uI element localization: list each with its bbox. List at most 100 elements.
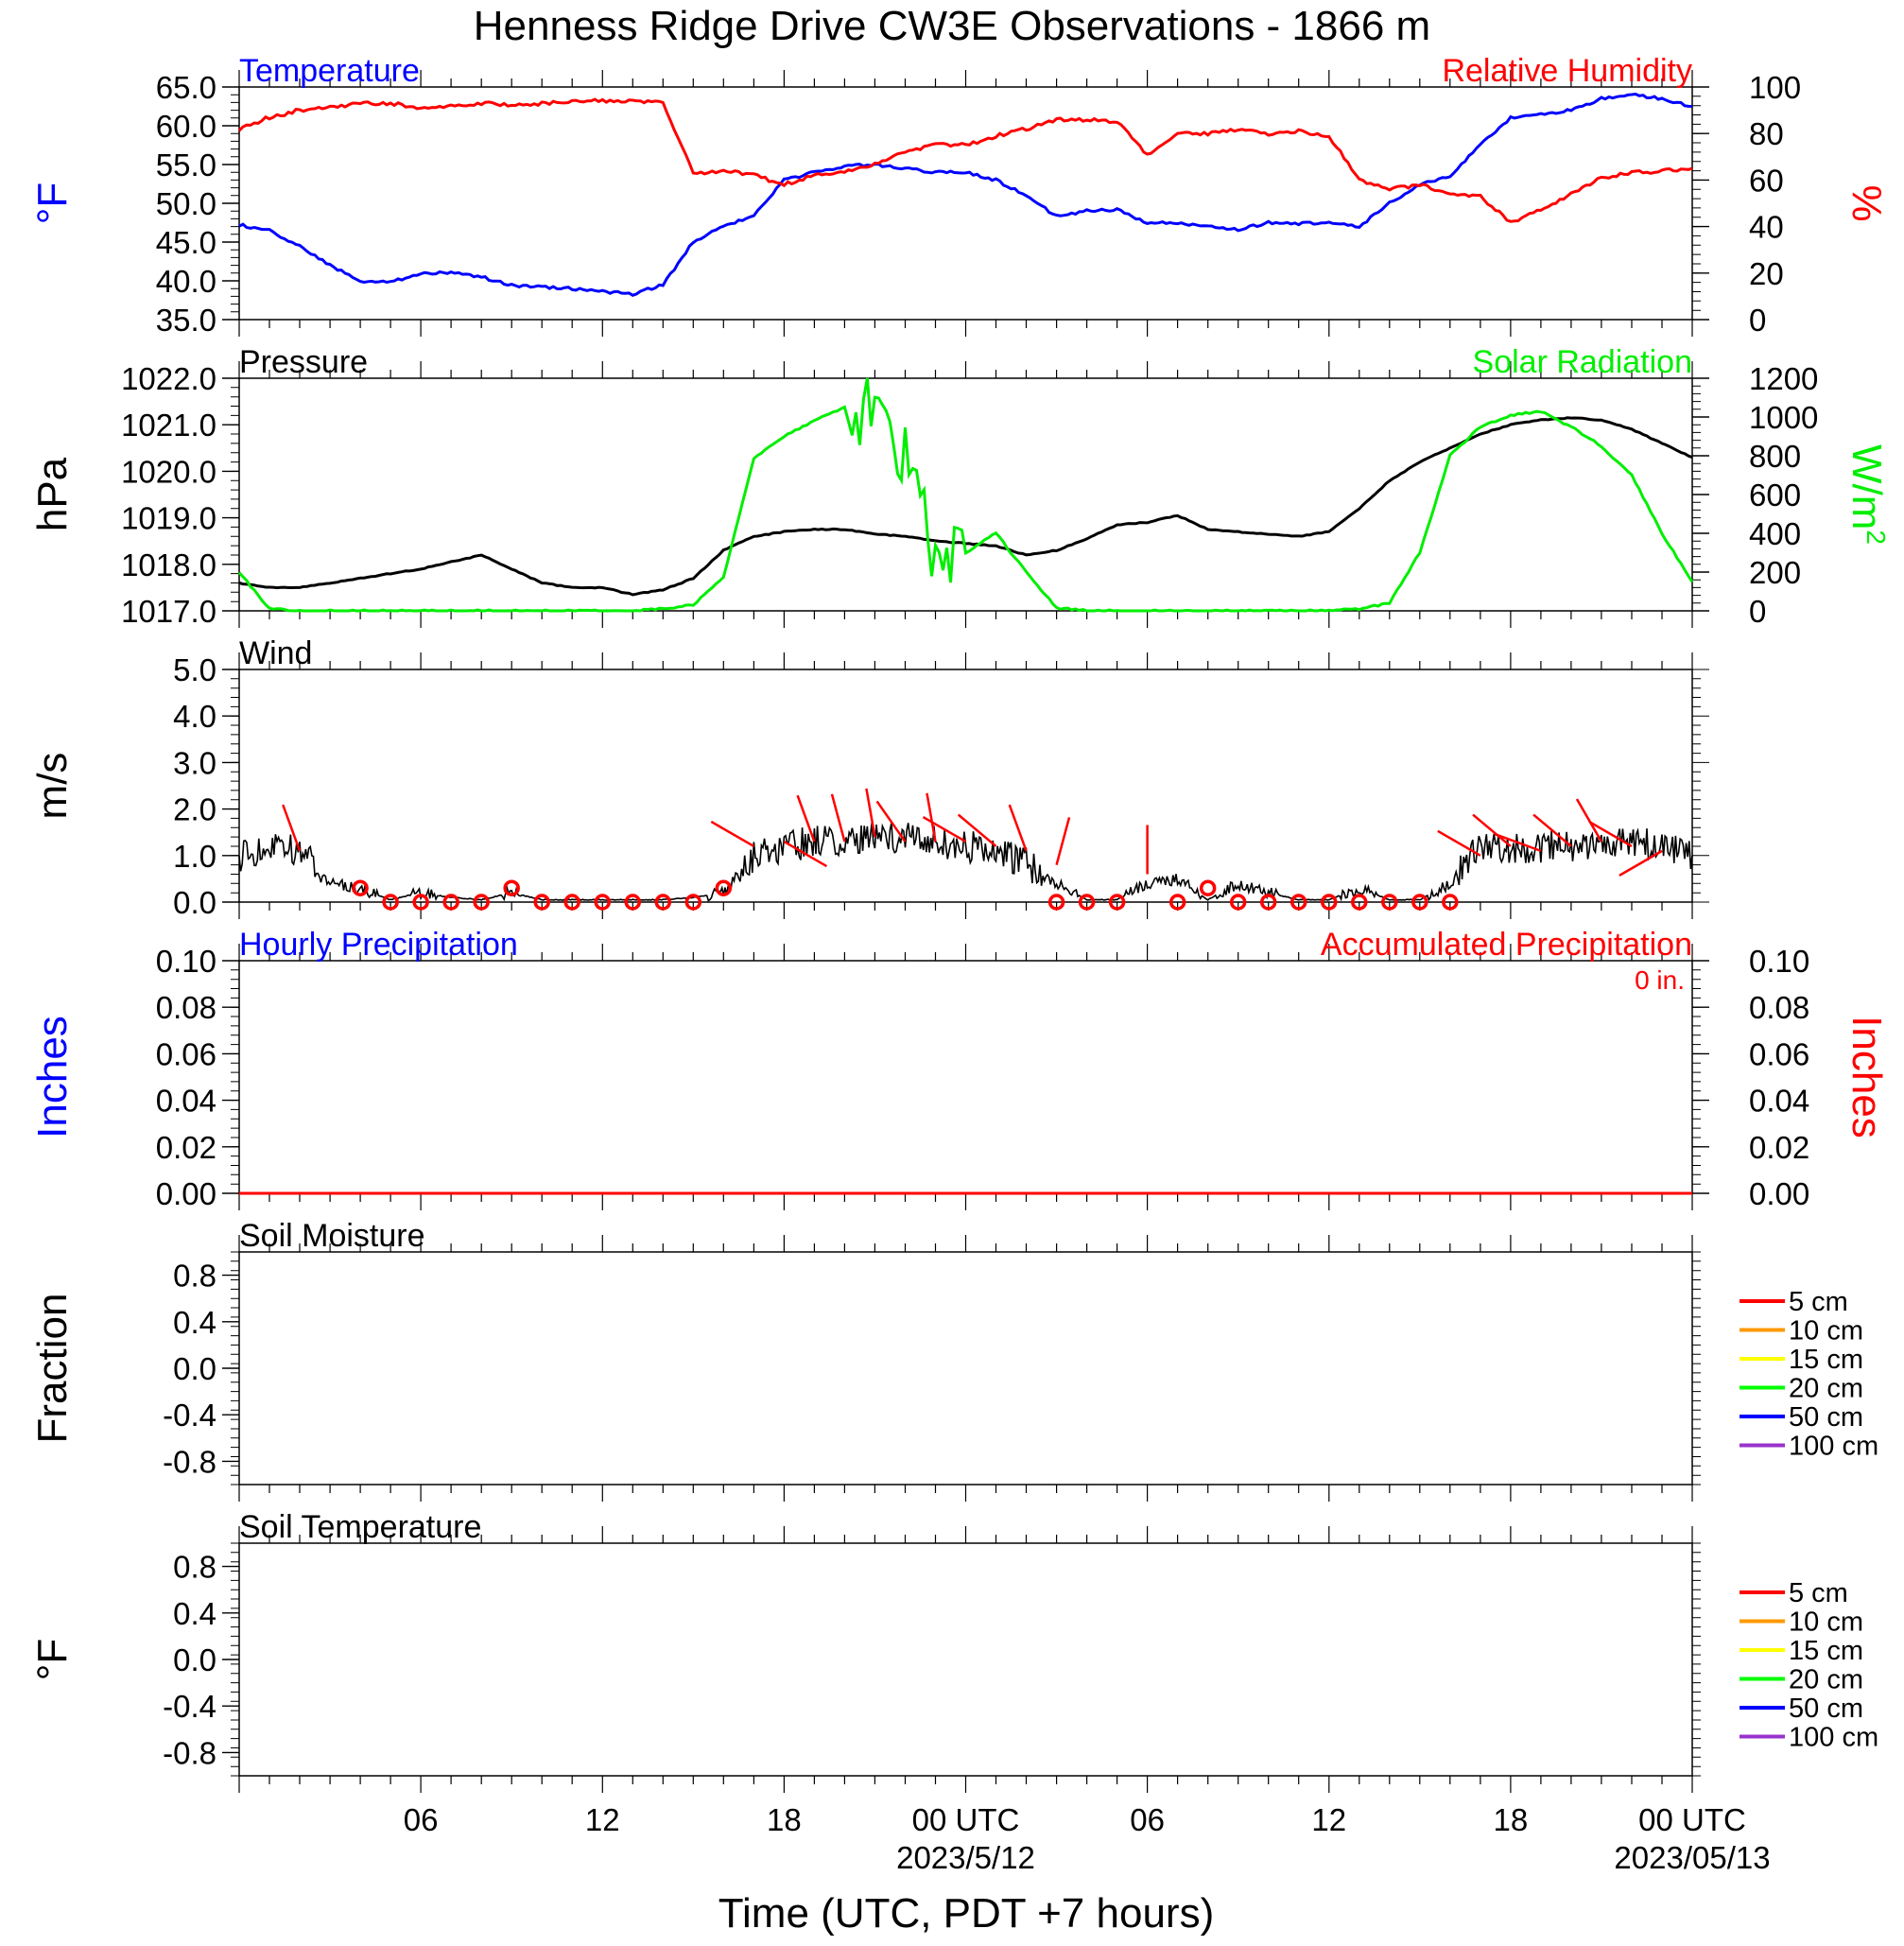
y-minor-ticks-left (231, 1251, 239, 1486)
calm-wind-marker (594, 894, 611, 911)
legend-label: 10 cm (1789, 1607, 1863, 1638)
plot-frame (238, 1542, 1693, 1777)
legend-label: 100 cm (1789, 1432, 1878, 1462)
y-axis-label-right: Inches (1843, 1016, 1890, 1138)
y-tick-label-left: 2.0 (173, 792, 216, 827)
y-minor-ticks-left (231, 377, 239, 612)
y-tick-label-right: 20 (1749, 256, 1784, 291)
chart-panels: Temperature Relative Humidity 65.0 60.0 55.0… (29, 53, 1892, 1875)
y-tick-label-left: 35.0 (156, 303, 216, 338)
legend-label: 5 cm (1789, 1287, 1848, 1317)
y-minor-ticks-right (1692, 377, 1701, 612)
series-line-wind-speed (238, 822, 1693, 902)
panel-precipitation: Hourly Precipitation Accumulated Precipit… (29, 927, 1890, 1211)
y-tick-label-right: 1000 (1749, 400, 1818, 435)
calm-wind-marker (412, 894, 429, 911)
calm-wind-marker (1047, 894, 1065, 911)
y-tick-label-right: 100 (1749, 70, 1801, 105)
x-axis-title: Time (UTC, PDT +7 hours) (718, 1890, 1214, 1937)
x-tick-marks (238, 70, 1693, 337)
wind-barb (830, 793, 846, 843)
y-tick-label-left: 0.0 (173, 1642, 216, 1677)
wind-barb (1437, 829, 1481, 857)
panel-title-left: Pressure (239, 344, 368, 380)
legend-label: 50 cm (1789, 1694, 1863, 1724)
y-tick-label-right: 0 (1749, 303, 1766, 338)
y-tick-label-left: 0.8 (173, 1550, 216, 1585)
series-line-pressure (238, 416, 1693, 597)
y-tick-label-left: 0.06 (156, 1036, 216, 1071)
y-tick-label-left: 40.0 (156, 264, 216, 299)
panel-title-left: Hourly Precipitation (239, 927, 518, 963)
y-tick-label-left: 0.00 (156, 1176, 216, 1211)
y-tick-label-right: 0.02 (1749, 1130, 1809, 1165)
y-minor-ticks-right (1692, 1542, 1701, 1777)
wind-barb (783, 840, 828, 868)
panel-wind: Wind 5.0 4.0 3.0 2.0 1.0 0.0 m/s (29, 635, 1709, 920)
legend-label: 5 cm (1789, 1578, 1848, 1608)
y-axis-label-right: % (1843, 184, 1890, 221)
legend-label: 15 cm (1789, 1345, 1863, 1375)
plot-frame (238, 377, 1693, 612)
y-tick-label-left: 1020.0 (121, 454, 216, 489)
wind-barb (1618, 849, 1663, 877)
y-tick-label-right: 0.08 (1749, 990, 1809, 1025)
calm-wind-marker (1199, 879, 1217, 896)
plot-frame (238, 1251, 1693, 1486)
y-minor-ticks-right (1692, 960, 1701, 1194)
panel-temperature-humidity: Temperature Relative Humidity 65.0 60.0 55.0… (29, 53, 1890, 338)
y-minor-ticks-left (231, 86, 239, 321)
y-tick-label-left: -0.8 (163, 1735, 216, 1770)
wind-barb (875, 800, 907, 843)
wind-barb (1494, 832, 1542, 853)
y-tick-label-left: -0.4 (163, 1689, 216, 1724)
x-tick-label: 00 UTC (912, 1802, 1020, 1837)
panel-title-left: Soil Moisture (239, 1218, 425, 1254)
calm-wind-marker (1442, 894, 1459, 911)
plot-frame (238, 86, 1693, 321)
legend-label: 20 cm (1789, 1665, 1863, 1695)
legend-label: 50 cm (1789, 1402, 1863, 1433)
y-tick-label-left: 1018.0 (121, 547, 216, 582)
panel-title-left: Soil Temperature (239, 1509, 481, 1545)
x-tick-label: 06 (404, 1802, 439, 1837)
wind-barb (1588, 820, 1633, 848)
y-minor-ticks-right (1692, 1251, 1701, 1486)
y-tick-label-left: 1019.0 (121, 501, 216, 536)
calm-wind-marker (442, 894, 459, 911)
y-axis-label-left: Fraction (29, 1294, 76, 1444)
y-tick-label-left: 0.08 (156, 990, 216, 1025)
wind-barb (282, 804, 302, 852)
y-axis-label-left: m/s (29, 753, 76, 820)
y-tick-label-left: 55.0 (156, 148, 216, 182)
y-tick-label-right: 200 (1749, 555, 1801, 590)
calm-wind-marker (533, 894, 550, 911)
plot-frame (238, 960, 1693, 1194)
y-tick-label-left: 0.04 (156, 1084, 216, 1119)
y-axis-label-left: Inches (29, 1016, 76, 1138)
wind-barb (926, 792, 937, 843)
calm-wind-marker (1290, 894, 1307, 911)
y-tick-label-right: 600 (1749, 478, 1801, 513)
x-tick-label: 12 (585, 1802, 620, 1837)
y-tick-label-left: 0.0 (173, 885, 216, 920)
wind-barb (796, 794, 816, 843)
y-tick-label-right: 1200 (1749, 361, 1818, 396)
y-tick-label-left: 4.0 (173, 699, 216, 734)
calm-wind-marker (715, 879, 733, 896)
chart-title: Henness Ridge Drive CW3E Observations - … (474, 3, 1430, 49)
calm-wind-marker (473, 894, 490, 911)
y-minor-ticks-left (231, 1542, 239, 1777)
plot-frame (238, 669, 1693, 903)
y-tick-label-right: 0.00 (1749, 1176, 1809, 1211)
calm-wind-marker (352, 879, 369, 896)
series-line-temperature (238, 92, 1693, 297)
panel-title-left: Wind (239, 635, 312, 671)
y-tick-label-right: 40 (1749, 210, 1784, 245)
y-tick-label-right: 0 (1749, 594, 1766, 629)
panel-title-right: Relative Humidity (1442, 53, 1692, 89)
x-tick-label: 06 (1130, 1802, 1165, 1837)
y-tick-label-left: 1021.0 (121, 408, 216, 443)
y-tick-label-left: 0.10 (156, 944, 216, 979)
